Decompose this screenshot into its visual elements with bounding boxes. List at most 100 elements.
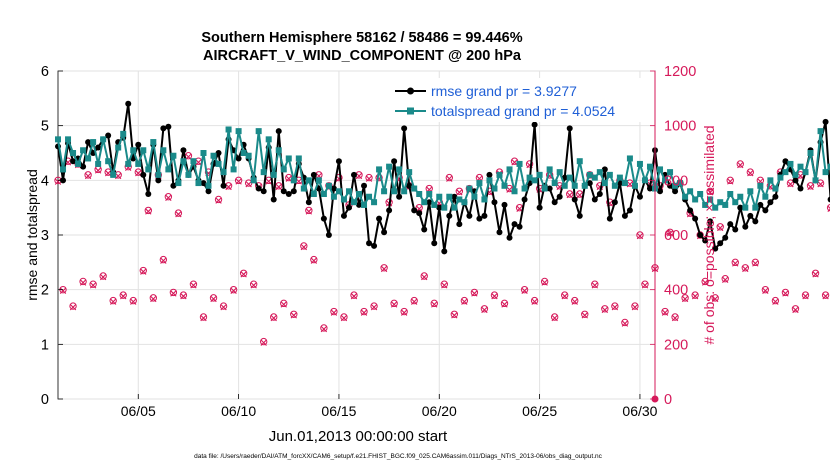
rmse-point	[145, 191, 152, 197]
totalspread-point	[431, 201, 438, 208]
totalspread-point	[185, 171, 192, 178]
rmse-point	[290, 188, 297, 195]
obs-assimilated-point	[370, 303, 378, 311]
obs-assimilated-point	[230, 287, 237, 294]
obs-possible-point	[741, 264, 750, 272]
totalspread-point	[822, 169, 829, 176]
totalspread-point	[100, 136, 107, 143]
data-file-footnote: data file: /Users/raeder/DAI/ATM_forcXX/…	[194, 453, 603, 460]
obs-assimilated-point	[516, 205, 523, 212]
obs-possible-point	[340, 313, 348, 321]
totalspread-point	[175, 180, 182, 187]
obs-assimilated-point	[636, 232, 644, 240]
obs-possible-point	[826, 204, 830, 212]
obs-assimilated-point	[180, 293, 187, 300]
rmse-point	[697, 232, 704, 238]
totalspread-point	[411, 185, 418, 192]
rmse-point	[280, 188, 287, 195]
totalspread-point	[130, 147, 137, 154]
rmse-point	[441, 248, 448, 255]
obs-possible-point	[420, 272, 428, 280]
obs-possible-point	[490, 291, 499, 299]
rmse-point	[496, 229, 503, 236]
totalspread-point	[180, 158, 187, 165]
totalspread-point	[335, 188, 342, 195]
obs-possible-point	[691, 291, 699, 299]
obs-assimilated-point	[310, 257, 318, 264]
obs-possible-point	[706, 187, 714, 195]
rmse-point	[466, 212, 473, 219]
obs-assimilated-point	[491, 293, 498, 300]
totalspread-point	[521, 185, 528, 192]
obs-assimilated-point	[631, 303, 639, 311]
axis-ticks: 06/05 06/10 06/15 06/20 06/25 06/30 0 1 2 3 4 5 6 0 20…	[41, 64, 696, 419]
totalspread-point	[190, 158, 197, 165]
obs-assimilated-point	[411, 298, 418, 305]
obs-possible-point	[380, 264, 388, 272]
totalspread-point	[657, 166, 664, 173]
obs-possible-point	[179, 291, 188, 299]
totalspread-point	[300, 185, 307, 192]
totalspread-point	[436, 193, 443, 200]
obs-possible-point	[601, 305, 609, 313]
y-left-tick-label: 1	[41, 337, 49, 353]
obs-possible-point	[149, 294, 158, 302]
obs-possible-point	[821, 291, 830, 299]
obs-assimilated-point	[130, 298, 137, 305]
totalspread-point	[200, 150, 207, 156]
obs-possible-point	[305, 206, 313, 215]
obs-possible-point	[806, 182, 815, 190]
y-right-tick-label: 1000	[664, 119, 696, 135]
totalspread-point	[155, 171, 162, 178]
obs-possible-point	[440, 280, 448, 288]
totalspread-point	[596, 169, 603, 176]
totalspread-point	[145, 166, 152, 173]
totalspread-point	[466, 185, 473, 192]
totalspread-point	[330, 193, 337, 200]
obs-assimilated-point	[140, 268, 147, 275]
rmse-point	[752, 218, 759, 225]
chart-title-line2: AIRCRAFT_V_WIND_COMPONENT @ 200 hPa	[203, 48, 522, 64]
rmse-point	[396, 193, 403, 200]
rmse-point	[481, 212, 488, 219]
obs-assimilated-point	[400, 309, 408, 316]
totalspread-point	[451, 204, 458, 211]
totalspread-point	[441, 204, 448, 211]
totalspread-point	[626, 155, 633, 162]
obs-assimilated-point	[762, 287, 769, 294]
obs-possible-point	[169, 288, 178, 297]
totalspread-point	[115, 144, 122, 151]
totalspread-point	[325, 182, 332, 189]
rmse-point	[70, 158, 77, 165]
obs-assimilated-point	[591, 282, 598, 289]
rmse-point	[827, 196, 830, 203]
obs-assimilated-point	[626, 180, 634, 188]
obs-possible-point	[465, 184, 474, 193]
obs-assimilated-point	[210, 295, 217, 303]
rmse-point	[340, 212, 347, 219]
rmse-point	[421, 226, 428, 233]
totalspread-point	[215, 160, 222, 167]
rmse-point	[431, 240, 438, 247]
obs-possible-point	[129, 296, 137, 305]
obs-possible-point	[455, 187, 464, 195]
totalspread-point	[727, 191, 734, 197]
totalspread-point	[591, 174, 598, 181]
obs-possible-point	[99, 272, 107, 280]
obs-assimilated-point	[722, 276, 729, 284]
rmse-point	[345, 204, 352, 211]
obs-assimilated-point	[84, 172, 92, 180]
obs-possible-point	[350, 291, 358, 299]
totalspread-point	[641, 177, 648, 184]
obs-possible-point	[611, 302, 619, 310]
totalspread-point	[260, 169, 267, 176]
totalspread-point	[817, 128, 824, 135]
obs-possible-point	[520, 285, 529, 294]
rmse-point	[160, 125, 167, 132]
totalspread-point	[616, 174, 623, 181]
rmse-point	[506, 234, 513, 241]
obs-assimilated-point	[360, 309, 368, 316]
rmse-point	[356, 201, 363, 208]
totalspread-point	[672, 182, 679, 189]
